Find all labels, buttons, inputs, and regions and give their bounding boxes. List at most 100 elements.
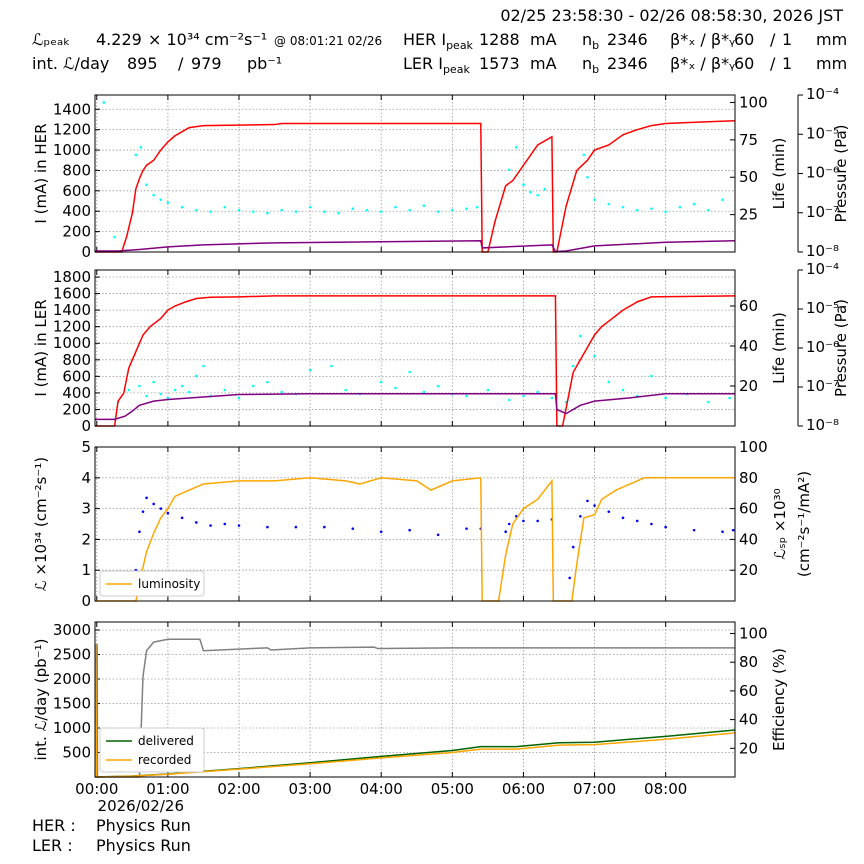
point <box>337 211 340 215</box>
ring-current-unit: mA <box>530 30 557 49</box>
point <box>543 187 547 191</box>
frame <box>94 621 736 778</box>
point <box>650 207 653 210</box>
nb-label: nb <box>582 54 599 76</box>
frame <box>94 269 736 427</box>
ring-label-sub: peak <box>443 63 470 76</box>
point <box>436 533 440 537</box>
x-tick-label: 01:00 <box>146 780 189 798</box>
y2-axis-label: (cm⁻²s⁻¹/mA²) <box>795 471 813 577</box>
lpeak-time: @ 08:01:21 02/26 <box>274 34 382 48</box>
y2-tick-label: 100 <box>739 624 768 642</box>
ring-label-main: LER I <box>403 54 443 73</box>
point <box>379 210 383 213</box>
lpeak-value: 4.229 <box>96 30 142 49</box>
point <box>571 545 575 549</box>
y-axis-label: I (mA) in LER <box>32 299 50 396</box>
x-tick-label: 03:00 <box>288 780 331 798</box>
beta-sep: / <box>770 54 776 73</box>
point <box>465 207 468 210</box>
y-tick-label: 500 <box>62 744 91 762</box>
y2-tick-label: 20 <box>739 739 758 757</box>
y-tick-label: 1200 <box>53 121 91 139</box>
point <box>173 388 177 392</box>
point <box>465 394 468 398</box>
point <box>180 384 184 388</box>
point <box>365 208 369 212</box>
beta-y: 1 <box>782 54 792 73</box>
y2-tick-label: 25 <box>739 206 758 224</box>
y2-tick-label: 60 <box>739 682 758 700</box>
panel: 0 200 400 600 800 1000 1200 1400 25 50 75 100 10⁻⁸ 10… <box>32 85 850 261</box>
footer-mode: Physics Run <box>96 836 191 855</box>
point <box>515 146 518 149</box>
y3-tick-label: 10⁻⁷ <box>806 203 839 221</box>
point <box>664 396 667 400</box>
point <box>408 208 411 212</box>
ring-current-unit: mA <box>530 54 557 73</box>
point <box>195 374 198 378</box>
y2-axis-label: Life (min) <box>770 138 788 210</box>
point <box>159 392 163 396</box>
x-tick-label: 08:00 <box>644 780 687 798</box>
point <box>102 101 106 104</box>
point <box>379 530 383 533</box>
point <box>593 354 596 358</box>
point <box>678 205 682 209</box>
point <box>237 524 241 527</box>
y2-tick-label: 40 <box>739 530 758 548</box>
plot-area <box>95 295 735 427</box>
point <box>522 183 525 187</box>
nb-label: nb <box>582 30 599 52</box>
point <box>621 516 625 520</box>
point <box>152 502 155 506</box>
nb-main: n <box>582 30 592 49</box>
point <box>408 528 411 532</box>
footer-ring: LER : <box>32 836 73 855</box>
y-tick-label: 0 <box>81 592 91 610</box>
y3-tick-label: 10⁻⁴ <box>806 260 839 278</box>
point <box>330 364 333 368</box>
point <box>586 175 589 179</box>
point <box>664 525 667 529</box>
point <box>650 374 653 378</box>
x-tick-label: 02:00 <box>217 780 260 798</box>
y3-tick-label: 10⁻⁸ <box>806 416 839 434</box>
point <box>579 515 582 518</box>
point <box>145 183 148 187</box>
point <box>607 202 611 206</box>
point <box>436 384 440 388</box>
point <box>568 576 571 580</box>
x-tick-label: 06:00 <box>502 780 545 798</box>
point <box>436 210 440 213</box>
point <box>223 522 227 526</box>
x-tick-label: 04:00 <box>360 780 403 798</box>
point <box>127 388 131 392</box>
time-range: 02/25 23:58:30 - 02/26 08:58:30, 2026 JS… <box>500 6 843 25</box>
y3-tick-label: 10⁻⁴ <box>806 85 839 103</box>
point <box>351 527 355 530</box>
footer-ring: HER : <box>32 816 76 835</box>
y2-tick-label: 50 <box>739 168 758 186</box>
point <box>650 522 653 526</box>
legend-label: luminosity <box>138 577 200 591</box>
y-tick-label: 1000 <box>53 334 91 352</box>
point <box>223 205 227 209</box>
point <box>159 507 163 510</box>
point <box>504 530 507 533</box>
ring-current: 1288 <box>479 30 520 49</box>
y-axis-label: ℒ ×10³⁴ (cm⁻²s⁻¹) <box>32 457 50 591</box>
line <box>95 119 735 253</box>
point <box>536 193 539 197</box>
y2-tick-label: 100 <box>739 438 768 456</box>
y3-tick-label: 10⁻⁷ <box>806 377 839 395</box>
legend-box <box>99 727 205 773</box>
point <box>728 396 731 400</box>
ring-label-main: HER I <box>403 30 446 49</box>
point <box>721 530 724 533</box>
y2-tick-label: 100 <box>739 93 768 111</box>
intl-value: 895 <box>127 54 158 73</box>
point <box>266 380 269 384</box>
frame <box>94 446 736 602</box>
